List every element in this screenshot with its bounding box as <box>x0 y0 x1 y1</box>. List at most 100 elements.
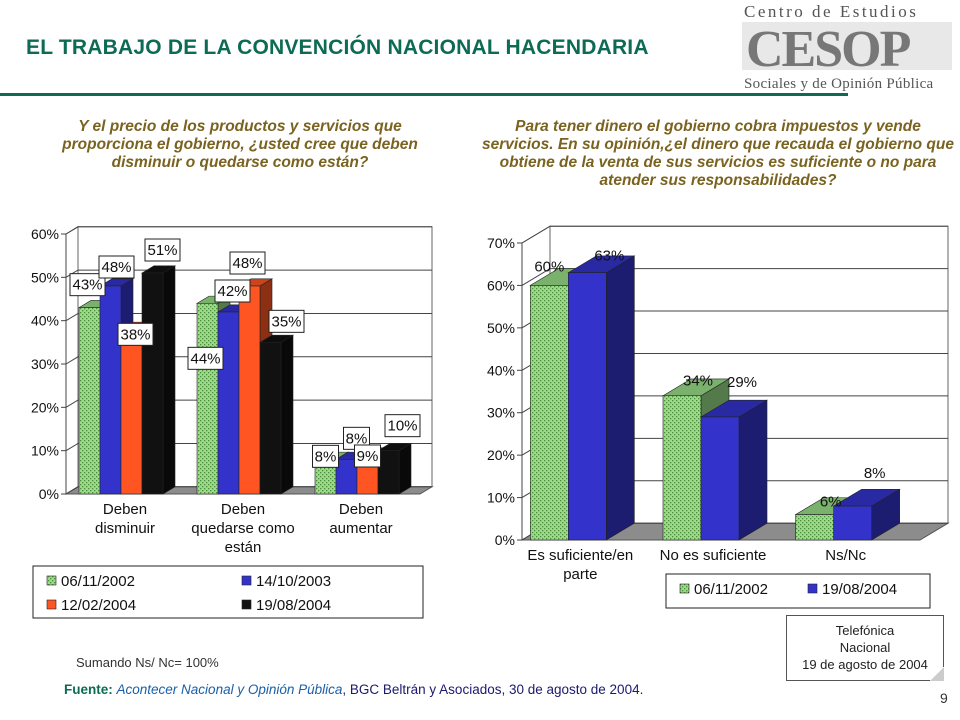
callout-fold <box>930 667 944 681</box>
legend-label: 19/08/2004 <box>256 597 331 614</box>
bar <box>662 395 702 541</box>
legend-label: 19/08/2004 <box>822 581 897 598</box>
data-label: 48% <box>101 259 131 276</box>
data-label: 9% <box>357 448 379 465</box>
y-tick-label: 60% <box>487 277 515 293</box>
bar <box>568 272 607 541</box>
bar <box>700 416 740 541</box>
data-label: 10% <box>387 418 417 435</box>
callout-line: Telefónica <box>835 623 895 638</box>
gridline <box>521 268 948 286</box>
source-rest: , BGC Beltrán y Asociados, 30 de agosto … <box>342 682 644 697</box>
legend-swatch <box>807 583 818 594</box>
x-category-label: Deben <box>221 501 265 518</box>
x-category-label: disminuir <box>95 520 155 537</box>
logo-line2: Sociales y de Opinión Pública <box>744 76 934 92</box>
data-label: 6% <box>820 494 842 511</box>
legend-swatch <box>679 583 690 594</box>
legend <box>32 565 424 619</box>
bar <box>259 342 282 495</box>
data-label-box <box>98 255 135 279</box>
y-tick-label: 50% <box>487 320 515 336</box>
bar <box>377 450 400 495</box>
x-category-label: quedarse como <box>191 520 294 537</box>
gridline <box>65 312 432 322</box>
page-title: EL TRABAJO DE LA CONVENCIÓN NACIONAL HAC… <box>26 36 649 59</box>
x-category-label: Es suficiente/en <box>527 547 633 564</box>
callout-line: 19 de agosto de 2004 <box>802 657 928 672</box>
data-label: 38% <box>120 326 150 343</box>
y-tick-label: 0% <box>495 532 515 548</box>
bar <box>833 505 872 541</box>
data-label: 8% <box>315 448 337 465</box>
y-tick-label: 60% <box>31 226 59 242</box>
data-label-box <box>187 346 224 370</box>
legend-swatch <box>241 575 252 586</box>
data-label-box <box>69 273 106 297</box>
question-right: Para tener dinero el gobierno cobra impu… <box>482 118 954 189</box>
data-label-box <box>117 322 154 346</box>
logo-mark: CESOP <box>746 21 911 78</box>
legend-label: 12/02/2004 <box>61 597 136 614</box>
y-tick-label: 10% <box>31 443 59 459</box>
y-tick-label: 30% <box>31 356 59 372</box>
data-label-box <box>268 309 305 333</box>
y-tick-label: 70% <box>487 235 515 251</box>
bar <box>530 285 569 541</box>
note-nsnc: Sumando Ns/ Nc= 100% <box>76 655 219 670</box>
method-callout: Telefónica Nacional 19 de agosto de 2004 <box>786 615 944 681</box>
question-left: Y el precio de los productos y servicios… <box>62 118 418 171</box>
gridline <box>65 399 432 408</box>
data-label: 29% <box>727 374 757 391</box>
gridline <box>65 442 432 452</box>
data-label: 51% <box>147 242 177 259</box>
data-label: 8% <box>346 430 368 447</box>
x-category-label: parte <box>563 566 597 583</box>
data-label: 35% <box>271 313 301 330</box>
legend-label: 06/11/2002 <box>61 573 135 590</box>
source-line: Fuente: Acontecer Nacional y Opinión Púb… <box>64 682 643 697</box>
gridline <box>65 486 432 495</box>
data-label: 43% <box>72 277 102 294</box>
logo-line1: Centro de Estudios <box>744 2 918 21</box>
y-tick-label: 20% <box>487 447 515 463</box>
legend-swatch <box>46 575 57 586</box>
x-category-label: están <box>225 539 262 556</box>
x-category-label: aumentar <box>329 520 392 537</box>
gridline <box>65 356 432 365</box>
y-tick-label: 30% <box>487 405 515 421</box>
x-category-label: Ns/Nc <box>825 547 866 564</box>
x-category-label: Deben <box>339 501 383 518</box>
y-tick-label: 50% <box>31 269 59 285</box>
y-tick-label: 0% <box>39 486 59 502</box>
data-label: 63% <box>594 248 624 265</box>
legend-label: 14/10/2003 <box>256 573 331 590</box>
source-label: Fuente: <box>64 682 113 697</box>
data-label-box <box>144 238 181 262</box>
bar <box>795 514 834 541</box>
title-rule <box>0 93 848 96</box>
source-title: Acontecer Nacional y Opinión Pública <box>116 682 343 697</box>
data-label-box <box>354 444 381 468</box>
legend-label: 06/11/2002 <box>694 581 768 598</box>
data-label-box <box>312 444 339 468</box>
gridline <box>521 225 948 244</box>
x-category-label: No es suficiente <box>660 547 767 564</box>
legend-swatch <box>46 599 57 610</box>
gridline <box>65 226 432 235</box>
data-label: 48% <box>232 255 262 272</box>
data-label: 8% <box>864 465 886 482</box>
data-label: 42% <box>217 283 247 300</box>
data-label: 60% <box>534 258 564 275</box>
data-label: 34% <box>683 373 713 390</box>
y-tick-label: 10% <box>487 490 515 506</box>
bar-side <box>606 255 635 541</box>
bar-side <box>738 399 768 541</box>
callout-line: Nacional <box>839 640 891 655</box>
x-category-label: Deben <box>103 501 147 518</box>
y-tick-label: 40% <box>31 313 59 329</box>
data-label-box <box>229 251 266 275</box>
y-tick-label: 40% <box>487 362 515 378</box>
